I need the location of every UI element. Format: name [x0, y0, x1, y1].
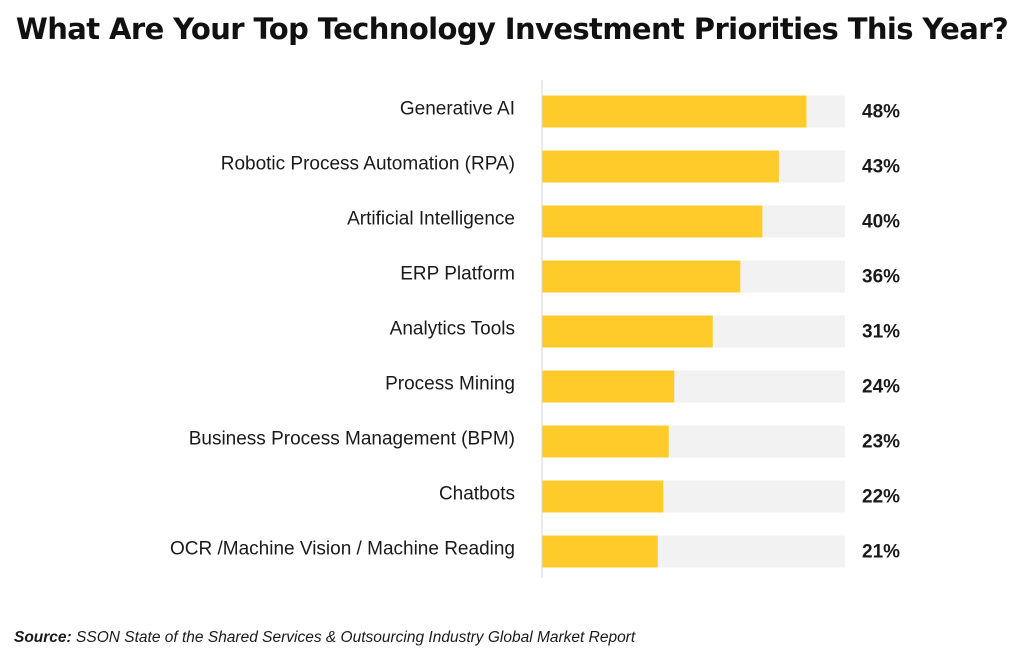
category-label: Analytics Tools	[390, 319, 515, 340]
bar	[542, 370, 675, 403]
value-label: 36%	[862, 267, 900, 288]
category-label: ERP Platform	[400, 264, 515, 285]
category-label: OCR /Machine Vision / Machine Reading	[170, 539, 515, 560]
bar	[542, 535, 658, 568]
value-label: 23%	[862, 432, 900, 453]
bar	[542, 95, 807, 128]
value-label: 40%	[862, 212, 900, 233]
value-label: 48%	[862, 102, 900, 123]
category-label: Chatbots	[439, 484, 515, 505]
source-text: SSON State of the Shared Services & Outs…	[76, 629, 636, 646]
bar	[542, 150, 779, 183]
bar	[542, 260, 741, 293]
value-label: 21%	[862, 542, 900, 563]
category-label: Artificial Intelligence	[347, 209, 515, 230]
category-label: Robotic Process Automation (RPA)	[221, 154, 515, 175]
category-label: Generative AI	[400, 99, 515, 120]
source-label: Source:	[14, 629, 72, 646]
bar	[542, 205, 763, 238]
chart-title: What Are Your Top Technology Investment …	[15, 12, 1009, 46]
value-label: 24%	[862, 377, 900, 398]
bar	[542, 315, 713, 348]
value-label: 43%	[862, 157, 900, 178]
value-label: 22%	[862, 487, 900, 508]
category-label: Process Mining	[385, 374, 515, 395]
bar	[542, 480, 664, 513]
bar	[542, 425, 669, 458]
value-label: 31%	[862, 322, 900, 343]
category-label: Business Process Management (BPM)	[189, 429, 515, 450]
bar-chart: Generative AI 48% Robotic Process Automati…	[170, 80, 900, 578]
source-note: Source: SSON State of the Shared Service…	[14, 629, 635, 647]
